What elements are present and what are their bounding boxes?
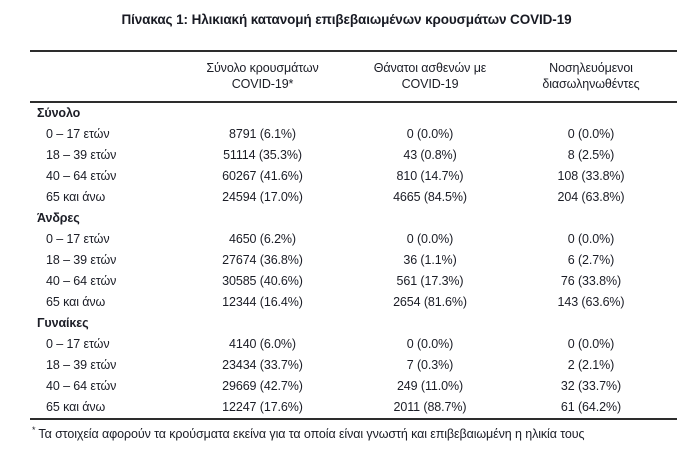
column-header-deaths: Θάνατοι ασθενών με COVID-19 — [355, 50, 505, 103]
cell-total-cases: 60267 (41.6%) — [222, 169, 303, 183]
cell-total-cases: 4650 (6.2%) — [229, 232, 296, 246]
cell-deaths: 0 (0.0%) — [406, 337, 454, 351]
cell-deaths: 810 (14.7%) — [396, 169, 464, 183]
age-group-label: 0 – 17 ετών — [46, 337, 110, 351]
footnote: * Τα στοιχεία αφορούν τα κρούσματα εκείνα… — [32, 425, 693, 441]
cell-deaths: 4665 (84.5%) — [393, 190, 467, 204]
age-group-label: 65 και άνω — [46, 400, 106, 414]
cell-deaths: 2011 (88.7%) — [393, 400, 467, 414]
cell-deaths: 561 (17.3%) — [396, 274, 464, 288]
age-group-label: 40 – 64 ετών — [46, 379, 117, 393]
cell-total-cases: 23434 (33.7%) — [222, 358, 303, 372]
cell-deaths: 0 (0.0%) — [406, 232, 454, 246]
table-row: 0 – 17 ετών 4650 (6.2%) 0 (0.0%) 0 (0.0%) — [30, 229, 677, 250]
cell-intubated: 32 (33.7%) — [560, 379, 622, 393]
age-group-label: 40 – 64 ετών — [46, 169, 117, 183]
cell-intubated: 108 (33.8%) — [557, 169, 625, 183]
section-row: Γυναίκες — [30, 313, 677, 334]
table-row: 40 – 64 ετών 30585 (40.6%) 561 (17.3%) 76 (… — [30, 271, 677, 292]
table-row: 65 και άνω 24594 (17.0%) 4665 (84.5%) 204 (… — [30, 187, 677, 208]
table-body: Σύνολο 0 – 17 ετών 8791 (6.1%) 0 (0.0%) 0 (0… — [30, 102, 677, 419]
section-row: Σύνολο — [30, 102, 677, 124]
cell-deaths: 2654 (81.6%) — [393, 295, 467, 309]
table-row: 0 – 17 ετών 4140 (6.0%) 0 (0.0%) 0 (0.0%) — [30, 334, 677, 355]
age-group-label: 0 – 17 ετών — [46, 232, 110, 246]
cell-total-cases: 12344 (16.4%) — [222, 295, 303, 309]
cell-intubated: 2 (2.1%) — [567, 358, 615, 372]
column-header-intubated: Νοσηλευόμενοι διασωληνωθέντες — [505, 50, 677, 103]
cell-deaths: 7 (0.3%) — [406, 358, 454, 372]
cell-intubated: 0 (0.0%) — [567, 127, 615, 141]
table-row: 40 – 64 ετών 60267 (41.6%) 810 (14.7%) 108 … — [30, 166, 677, 187]
cell-deaths: 36 (1.1%) — [403, 253, 457, 267]
table-row: 65 και άνω 12247 (17.6%) 2011 (88.7%) 61 (6… — [30, 397, 677, 419]
section-label: Γυναίκες — [37, 316, 89, 330]
cell-intubated: 143 (63.6%) — [557, 295, 625, 309]
cell-intubated: 76 (33.8%) — [560, 274, 622, 288]
cell-total-cases: 51114 (35.3%) — [223, 148, 302, 162]
cell-intubated: 6 (2.7%) — [567, 253, 615, 267]
cell-total-cases: 30585 (40.6%) — [222, 274, 303, 288]
cell-total-cases: 29669 (42.7%) — [222, 379, 303, 393]
age-group-label: 18 – 39 ετών — [46, 253, 117, 267]
cell-total-cases: 24594 (17.0%) — [222, 190, 303, 204]
column-header-empty — [30, 50, 170, 103]
cell-deaths: 43 (0.8%) — [403, 148, 457, 162]
table-row: 65 και άνω 12344 (16.4%) 2654 (81.6%) 143 (… — [30, 292, 677, 313]
age-group-label: 65 και άνω — [46, 295, 106, 309]
table-row: 18 – 39 ετών 51114 (35.3%) 43 (0.8%) 8 (2.5… — [30, 145, 677, 166]
section-label: Σύνολο — [37, 106, 81, 120]
section-row: Άνδρες — [30, 208, 677, 229]
cell-deaths: 249 (11.0%) — [396, 379, 464, 393]
age-group-label: 18 – 39 ετών — [46, 148, 117, 162]
age-group-label: 65 και άνω — [46, 190, 106, 204]
cell-total-cases: 4140 (6.0%) — [229, 337, 296, 351]
cell-deaths: 0 (0.0%) — [406, 127, 454, 141]
cell-intubated: 204 (63.8%) — [557, 190, 625, 204]
cell-total-cases: 12247 (17.6%) — [222, 400, 303, 414]
cell-total-cases: 27674 (36.8%) — [222, 253, 303, 267]
age-group-label: 0 – 17 ετών — [46, 127, 110, 141]
cell-intubated: 0 (0.0%) — [567, 337, 615, 351]
section-label: Άνδρες — [37, 211, 80, 225]
table-header: Σύνολο κρουσμάτων COVID-19* Θάνατοι ασθε… — [30, 50, 677, 103]
cell-intubated: 8 (2.5%) — [567, 148, 615, 162]
age-group-label: 18 – 39 ετών — [46, 358, 117, 372]
table-row: 18 – 39 ετών 27674 (36.8%) 36 (1.1%) 6 (2.7… — [30, 250, 677, 271]
age-group-label: 40 – 64 ετών — [46, 274, 117, 288]
cell-total-cases: 8791 (6.1%) — [229, 127, 296, 141]
covid-age-distribution-table: Σύνολο κρουσμάτων COVID-19* Θάνατοι ασθε… — [30, 50, 677, 420]
table-row: 18 – 39 ετών 23434 (33.7%) 7 (0.3%) 2 (2.1%… — [30, 355, 677, 376]
footnote-text: Τα στοιχεία αφορούν τα κρούσματα εκείνα … — [38, 427, 585, 442]
table-title: Πίνακας 1: Ηλικιακή κατανομή επιβεβαιωμέ… — [121, 12, 572, 27]
table-row: 0 – 17 ετών 8791 (6.1%) 0 (0.0%) 0 (0.0%) — [30, 124, 677, 145]
cell-intubated: 61 (64.2%) — [560, 400, 622, 414]
cell-intubated: 0 (0.0%) — [567, 232, 615, 246]
footnote-asterisk: * — [32, 425, 36, 435]
table-row: 40 – 64 ετών 29669 (42.7%) 249 (11.0%) 32 (… — [30, 376, 677, 397]
column-header-total-cases: Σύνολο κρουσμάτων COVID-19* — [170, 50, 355, 103]
